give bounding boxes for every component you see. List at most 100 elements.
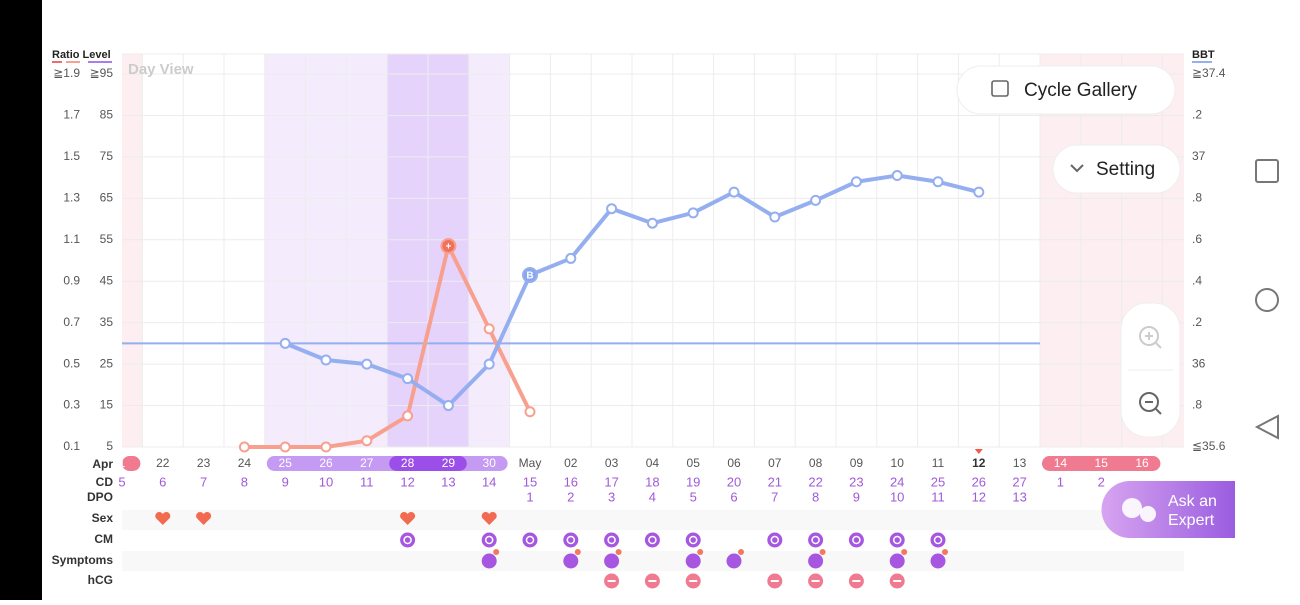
cm-icon-inner	[770, 535, 780, 545]
button-label[interactable]: Cycle Gallery	[1024, 80, 1137, 101]
gallery-button[interactable]: Cycle Gallery	[956, 65, 1176, 115]
cd-label: 15	[523, 474, 537, 489]
cd-label: 10	[319, 474, 333, 489]
point	[687, 207, 699, 219]
zoom-in-icon[interactable]	[1139, 326, 1159, 346]
date-label: 30	[483, 456, 497, 470]
date-label: 13	[1013, 456, 1027, 470]
date-label: 24	[238, 456, 252, 470]
percent-tick-label: 75	[100, 149, 114, 163]
point	[565, 252, 577, 264]
button-label[interactable]: Setting	[1096, 159, 1155, 180]
row-label: Apr	[92, 457, 113, 471]
cm-icon	[930, 532, 946, 548]
percent-tick-label: ≧95	[90, 66, 114, 80]
date-label: 29	[442, 456, 456, 470]
point	[606, 203, 618, 215]
cm-icon	[889, 532, 905, 548]
row-label: DPO	[87, 490, 113, 504]
row-stripe	[122, 510, 1184, 530]
date-label: 27	[360, 456, 374, 470]
expert-button[interactable]: Ask an Expert	[1101, 481, 1236, 538]
point-label: +	[445, 242, 451, 253]
right-axis-title: BBT	[1192, 49, 1215, 61]
point	[646, 217, 658, 229]
dpo-label: 3	[608, 489, 615, 504]
y-tick-label: 1.7	[63, 108, 80, 122]
cm-icon-inner	[811, 535, 820, 545]
zoom-out-icon[interactable]	[1139, 392, 1159, 412]
symptom-icon	[563, 553, 579, 569]
cm-icon	[400, 532, 416, 548]
sex-icon	[481, 511, 497, 525]
chat-icon	[1122, 498, 1142, 518]
row-label: Symptoms	[52, 553, 114, 567]
point	[850, 176, 862, 188]
zoom-in[interactable]	[1139, 326, 1162, 349]
dpo-label: 6	[730, 489, 737, 504]
symptom-icon	[685, 553, 701, 569]
date-label: 05	[687, 456, 701, 470]
symptom-dot	[615, 549, 622, 555]
button-bg[interactable]	[956, 65, 1176, 115]
setting-button[interactable]: Setting	[1052, 144, 1181, 194]
cd-label: 1	[1057, 474, 1064, 489]
row-label: Sex	[92, 511, 114, 525]
y2-tick-label: 37	[1192, 149, 1206, 163]
percent-tick-label: 45	[100, 273, 114, 287]
cm-icon-inner	[648, 535, 657, 545]
zoom-out[interactable]	[1139, 392, 1162, 415]
point	[402, 410, 414, 422]
symptom-icon	[481, 553, 497, 569]
point	[728, 186, 740, 198]
dpo-label: 8	[812, 489, 819, 504]
y2-tick-label: .2	[1192, 108, 1202, 122]
y-tick-label: 1.1	[63, 232, 80, 246]
nav-back[interactable]	[1254, 414, 1279, 440]
row-label: CM	[94, 532, 113, 546]
date-label: 1	[119, 456, 126, 470]
cm-icon-inner	[403, 535, 412, 545]
dpo-label: 10	[890, 489, 904, 504]
point	[361, 435, 373, 447]
point	[483, 323, 495, 335]
nav-home[interactable]	[1255, 288, 1279, 312]
percent-tick-label: 35	[100, 315, 114, 329]
cm-icon	[563, 532, 579, 548]
symptom-dot	[819, 549, 826, 555]
date-label: 25	[279, 456, 293, 470]
point	[442, 400, 454, 412]
percent-tick-label: 65	[100, 191, 114, 205]
y2-tick-label: 36	[1192, 356, 1206, 370]
cd-label: 5	[118, 474, 125, 489]
point	[320, 354, 332, 366]
dpo-label: 4	[649, 489, 656, 504]
dpo-label: 13	[1012, 489, 1026, 504]
point	[522, 267, 538, 284]
date-label: 12	[972, 456, 986, 470]
date-pill	[266, 456, 508, 471]
y2-tick-label: .8	[1192, 191, 1202, 205]
date-label: 11	[932, 456, 945, 470]
point	[279, 441, 291, 453]
period-shade	[122, 54, 143, 447]
button-label[interactable]: Ask an Expert	[1168, 493, 1217, 529]
button-bg[interactable]	[1101, 481, 1236, 538]
date-label: 09	[850, 456, 864, 470]
cm-icon	[644, 532, 660, 548]
dpo-label: 12	[972, 489, 986, 504]
button-bg[interactable]	[1052, 144, 1181, 194]
y2-tick-label: ≧37.4	[1192, 66, 1226, 80]
left-axis-title: Ratio Level	[52, 49, 111, 61]
date-label: 14	[1054, 456, 1068, 470]
nav-recents[interactable]	[1255, 159, 1279, 183]
cd-label: 11	[360, 474, 374, 489]
cm-icon-inner	[892, 535, 902, 545]
symptom-dot	[574, 549, 581, 555]
symptom-dot	[901, 549, 908, 555]
percent-tick-label: 5	[106, 439, 113, 453]
cm-icon	[522, 532, 538, 548]
point	[320, 441, 332, 453]
row-stripe	[122, 551, 1184, 571]
y-tick-label: 0.7	[63, 315, 80, 329]
